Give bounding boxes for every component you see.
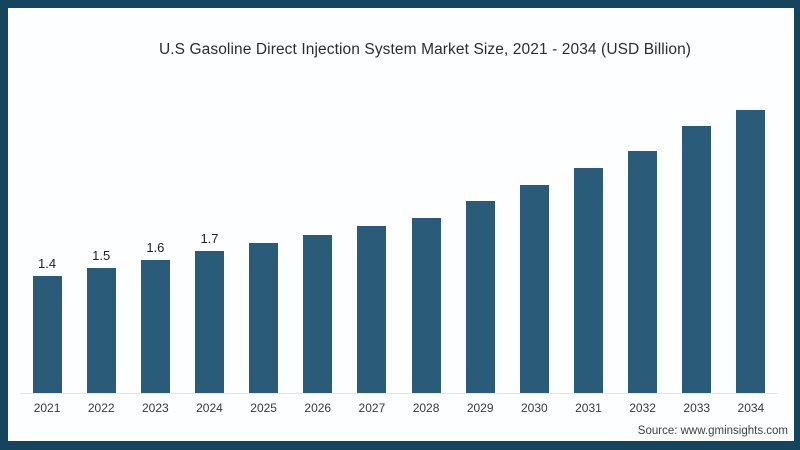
x-tick-2021: 2021 — [33, 401, 61, 415]
bar-2033 — [682, 126, 712, 393]
x-tick-2029: 2029 — [466, 401, 494, 415]
x-tick-2023: 2023 — [141, 401, 169, 415]
bar-2030 — [519, 184, 549, 393]
x-tick-2031: 2031 — [575, 401, 602, 415]
bar-2024 — [194, 251, 224, 393]
bar-column-2033: 2033 — [670, 93, 724, 415]
bar-column-2034: 2034 — [724, 93, 778, 415]
bar-value-label-2024: 1.7 — [200, 231, 219, 247]
bar-value-label-2021: 1.4 — [38, 256, 57, 272]
bar-column-2024: 1.7 2024 — [182, 93, 236, 415]
x-tick-2026: 2026 — [304, 401, 332, 415]
bar-column-2023: 1.6 2023 — [128, 93, 182, 415]
bar-2021 — [32, 276, 62, 393]
source-attribution: Source: www.gminsights.com — [637, 425, 788, 437]
bar-2023 — [140, 259, 170, 393]
bar-2025 — [249, 243, 279, 393]
bar-column-2022: 1.5 2022 — [74, 93, 128, 415]
plot-area: 1.4 2021 1.5 2022 1.6 2023 1.7 2024 2025 2026 2027… — [20, 93, 778, 415]
x-tick-2030: 2030 — [520, 401, 548, 415]
bar-column-2030: 2030 — [507, 93, 561, 415]
x-tick-2034: 2034 — [737, 401, 765, 415]
x-tick-2024: 2024 — [196, 401, 223, 415]
bar-column-2027: 2027 — [345, 93, 399, 415]
chart-title: U.S Gasoline Direct Injection System Mar… — [158, 41, 692, 58]
bar-column-2031: 2031 — [561, 93, 615, 415]
bar-column-2021: 1.4 2021 — [20, 93, 74, 415]
bar-column-2025: 2025 — [237, 93, 291, 415]
bar-2029 — [465, 201, 495, 393]
bar-value-label-2022: 1.5 — [92, 248, 111, 263]
bar-column-2026: 2026 — [291, 93, 345, 415]
x-tick-2032: 2032 — [629, 401, 656, 415]
bar-2027 — [357, 226, 387, 393]
bar-2026 — [303, 234, 333, 393]
bar-column-2032: 2032 — [616, 93, 670, 415]
x-tick-2025: 2025 — [250, 401, 277, 415]
bar-2022 — [86, 268, 116, 393]
bar-column-2029: 2029 — [453, 93, 507, 415]
bar-2028 — [411, 218, 441, 393]
x-tick-2028: 2028 — [412, 401, 440, 415]
bar-2034 — [736, 109, 766, 393]
bar-column-2028: 2028 — [399, 93, 453, 415]
x-tick-2027: 2027 — [358, 401, 386, 415]
bar-value-label-2023: 1.6 — [146, 239, 165, 255]
bar-2032 — [628, 151, 658, 393]
x-tick-2033: 2033 — [683, 401, 711, 415]
x-tick-2022: 2022 — [87, 401, 115, 415]
bar-2031 — [573, 168, 603, 393]
